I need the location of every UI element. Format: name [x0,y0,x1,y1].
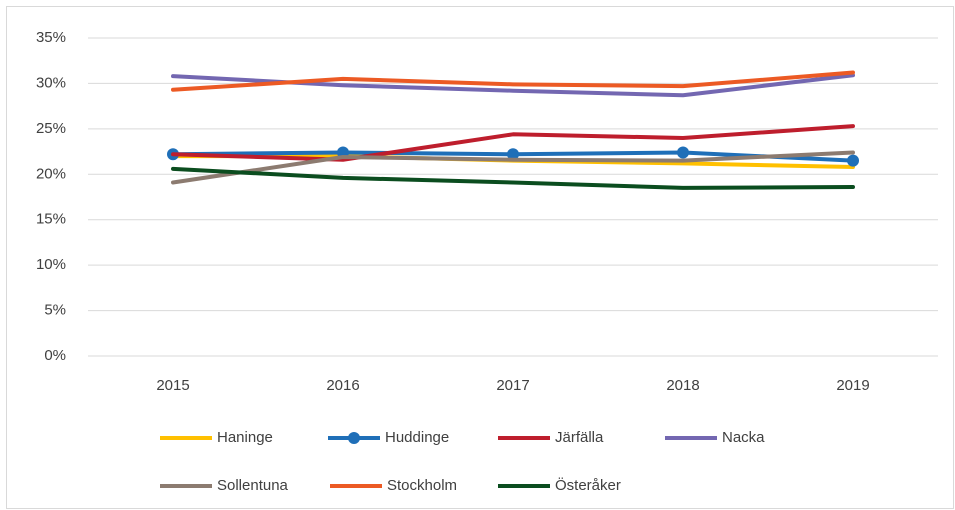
legend-label: Österåker [555,476,621,494]
series-marker [507,148,519,161]
legend-marker [348,432,360,444]
legend-label: Sollentuna [217,477,289,494]
y-tick-label: 10% [36,256,66,273]
series-marker [677,146,689,159]
y-tick-label: 15% [36,211,66,228]
series-line [171,150,855,185]
y-tick-label: 35% [36,29,66,46]
legend-label: Järfälla [555,429,604,446]
series-line [171,166,855,190]
x-tick-label: 2017 [496,377,529,394]
series-line [171,70,855,92]
y-tick-label: 20% [36,165,66,182]
y-tick-label: 5% [44,302,66,319]
x-tick-label: 2018 [666,377,699,394]
y-tick-label: 25% [36,120,66,137]
legend-label: Haninge [217,429,273,446]
y-tick-label: 30% [36,74,66,91]
x-tick-label: 2019 [836,377,869,394]
x-tick-label: 2015 [156,377,189,394]
y-tick-label: 0% [44,347,66,364]
x-tick-label: 2016 [326,377,359,394]
series-marker [847,154,859,167]
chart-border [6,6,954,509]
legend-label: Nacka [722,429,765,446]
series-line [171,124,855,162]
legend-label: Huddinge [385,429,449,446]
legend-label: Stockholm [387,477,457,494]
